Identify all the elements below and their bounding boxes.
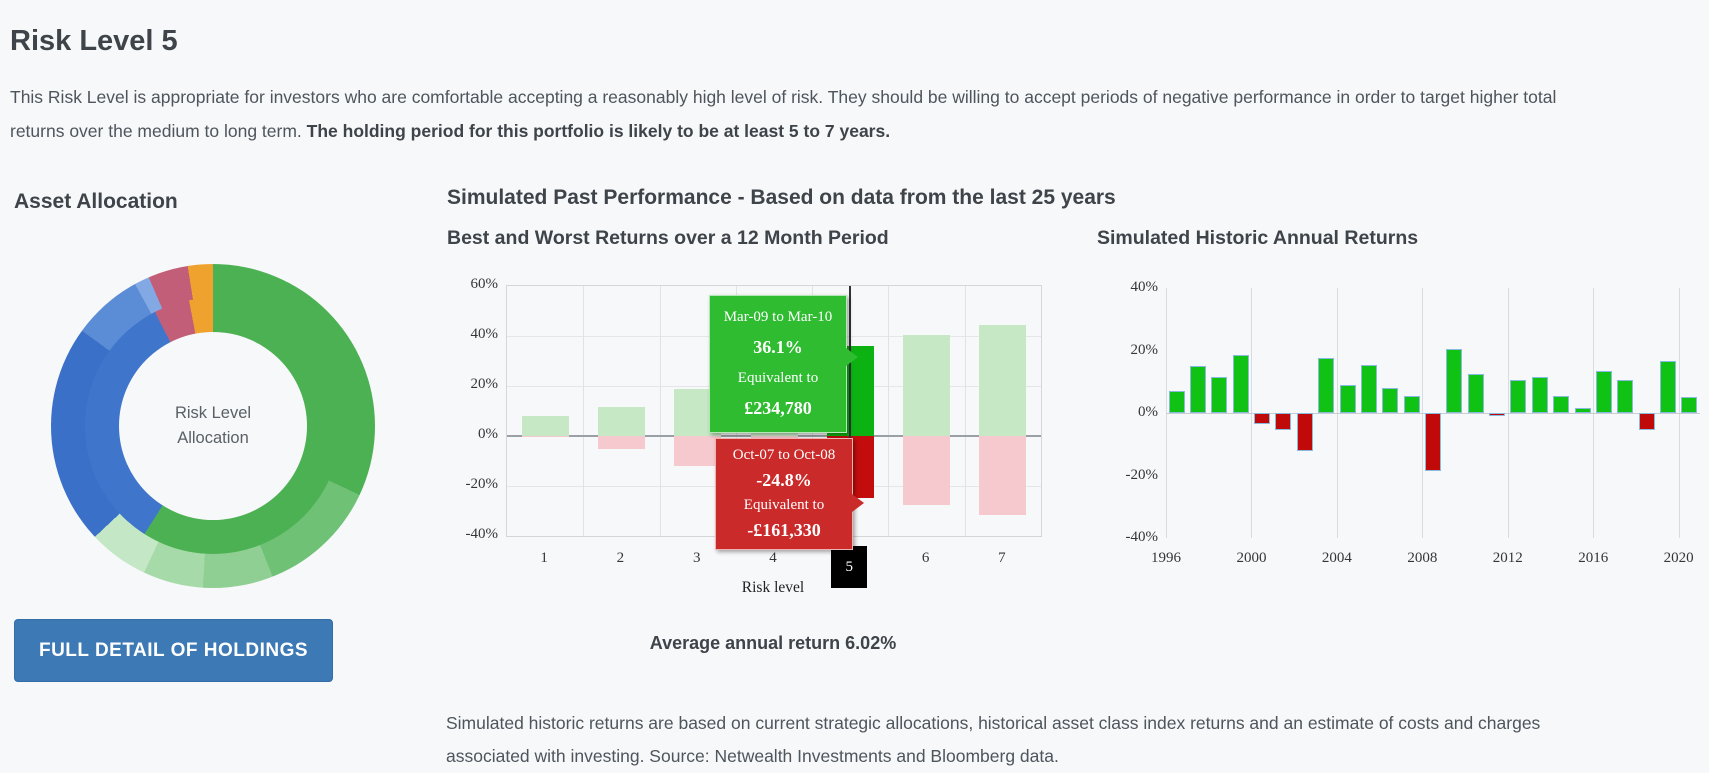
donut-center-label-line2: Allocation (177, 429, 249, 447)
annual-return-bar-positive[interactable] (1168, 391, 1185, 413)
risk-level-tick-label: 2 (616, 550, 625, 566)
best-return-bar[interactable] (521, 416, 569, 436)
best-tooltip-equiv-value: £234,780 (744, 397, 812, 418)
y-axis-tick-label: -20% (465, 476, 499, 492)
worst-return-bar[interactable] (979, 436, 1027, 515)
annual-return-bar-positive[interactable] (1574, 408, 1591, 413)
risk-level-tick-label: 1 (540, 550, 548, 566)
worst-return-tooltip: Oct-07 to Oct-08 -24.8% Equivalent to -£… (715, 438, 864, 550)
annual-return-bar-positive[interactable] (1467, 373, 1484, 413)
year-tick-label: 2000 (1236, 550, 1267, 566)
annual-return-bar-positive[interactable] (1446, 348, 1463, 413)
v-gridline (964, 286, 966, 536)
risk-level-description: This Risk Level is appropriate for inves… (10, 80, 1558, 148)
best-return-bar[interactable] (979, 324, 1027, 436)
average-annual-return: Average annual return 6.02% (649, 633, 897, 653)
y-axis-tick-label: 40% (1130, 279, 1159, 295)
annual-returns-chart-plot (1166, 288, 1700, 538)
y-axis-tick-label: -40% (1125, 529, 1159, 545)
annual-return-bar-positive[interactable] (1659, 361, 1676, 413)
best-return-bar[interactable] (903, 334, 951, 436)
best-return-bar[interactable] (597, 407, 645, 436)
year-tick-label: 2012 (1492, 550, 1523, 566)
annual-return-bar-negative[interactable] (1296, 413, 1313, 451)
annual-return-bar-positive[interactable] (1617, 380, 1634, 413)
annual-return-bar-positive[interactable] (1681, 397, 1698, 413)
worst-return-bar[interactable] (597, 436, 645, 449)
risk-level-tick-label: 7 (998, 550, 1006, 566)
best-tooltip-value: 36.1% (753, 337, 803, 358)
annual-return-bar-positive[interactable] (1190, 366, 1207, 413)
worst-return-bar[interactable] (903, 436, 951, 505)
y-axis-tick-label: 20% (1130, 341, 1159, 358)
page-title: Risk Level 5 (10, 25, 178, 58)
annual-return-bar-positive[interactable] (1360, 364, 1377, 413)
y-axis-tick-label: -40% (465, 526, 499, 542)
best-tooltip-period: Mar-09 to Mar-10 (723, 309, 833, 326)
annual-return-bar-positive[interactable] (1553, 395, 1570, 413)
annual-return-bar-positive[interactable] (1531, 377, 1548, 413)
asset-allocation-title: Asset Allocation (14, 190, 178, 213)
y-axis-tick-label: 0% (478, 426, 498, 442)
best-return-tooltip: Mar-09 to Mar-10 36.1% Equivalent to £23… (709, 295, 858, 433)
annual-return-bar-positive[interactable] (1403, 395, 1420, 413)
risk-level-description-text: This Risk Level is appropriate for inves… (10, 86, 1557, 141)
annual-return-bar-positive[interactable] (1595, 370, 1612, 413)
annual-return-bar-negative[interactable] (1254, 413, 1271, 424)
year-tick-label: 2016 (1578, 550, 1609, 566)
best-worst-chart-plot: Mar-09 to Mar-10 36.1% Equivalent to £23… (506, 285, 1042, 550)
annual-returns-chart-title: Simulated Historic Annual Returns (1097, 227, 1419, 249)
best-tooltip-arrow (846, 347, 858, 366)
best-worst-chart-title: Best and Worst Returns over a 12 Month P… (447, 227, 889, 249)
y-axis-tick-label: -20% (1125, 466, 1159, 483)
selected-risk-level-tab[interactable]: 5 (831, 546, 868, 588)
annual-return-bar-positive[interactable] (1232, 355, 1249, 413)
year-tick-label: 2004 (1321, 550, 1352, 566)
worst-return-bar[interactable] (521, 436, 569, 438)
worst-tooltip-arrow (852, 494, 864, 512)
donut-center-label-line1: Risk Level (174, 404, 252, 422)
annual-return-bar-positive[interactable] (1211, 377, 1228, 413)
year-tick-label: 2008 (1407, 550, 1438, 566)
x-axis-title: Risk level (741, 579, 805, 596)
worst-tooltip-period: Oct-07 to Oct-08 (732, 447, 836, 463)
source-footnote: Simulated historic returns are based on … (446, 712, 1541, 766)
holding-period-note: The holding period for this portfolio is… (306, 120, 891, 141)
annual-return-bar-negative[interactable] (1489, 413, 1506, 417)
y-axis-tick-label: 40% (470, 326, 499, 342)
worst-return-bar[interactable] (674, 436, 722, 466)
annual-return-bar-negative[interactable] (1275, 413, 1292, 431)
annual-return-bar-negative[interactable] (1425, 413, 1441, 471)
year-tick-label: 2020 (1663, 550, 1694, 566)
annual-return-bar-positive[interactable] (1318, 358, 1335, 413)
annual-return-bar-negative[interactable] (1638, 413, 1655, 431)
worst-tooltip-equiv-label: Equivalent to (743, 497, 825, 513)
risk-level-tick-label: 6 (921, 550, 930, 566)
full-detail-of-holdings-button[interactable]: FULL DETAIL OF HOLDINGS (14, 619, 333, 682)
y-axis-tick-label: 0% (1138, 404, 1158, 420)
allocation-donut-center: Risk Level Allocation (119, 332, 307, 520)
v-gridline (583, 286, 585, 536)
y-axis-tick-label: 60% (470, 276, 499, 292)
best-tooltip-equiv-label: Equivalent to (737, 369, 819, 386)
risk-level-tick-label: 3 (692, 550, 701, 566)
simulated-past-performance-title: Simulated Past Performance - Based on da… (447, 186, 1116, 209)
worst-tooltip-value: -24.8% (756, 470, 812, 490)
year-tick-label: 1996 (1151, 550, 1181, 566)
v-gridline (888, 286, 890, 536)
y-axis-tick-label: 20% (470, 376, 499, 392)
v-gridline (659, 286, 661, 536)
risk-level-tick-label: 4 (769, 550, 777, 566)
annual-return-bar-positive[interactable] (1510, 380, 1527, 413)
annual-return-bar-positive[interactable] (1382, 388, 1399, 413)
risk-level-crosshair (849, 286, 852, 548)
worst-tooltip-equiv-value: -£161,330 (747, 520, 821, 540)
annual-return-bar-positive[interactable] (1339, 384, 1356, 413)
